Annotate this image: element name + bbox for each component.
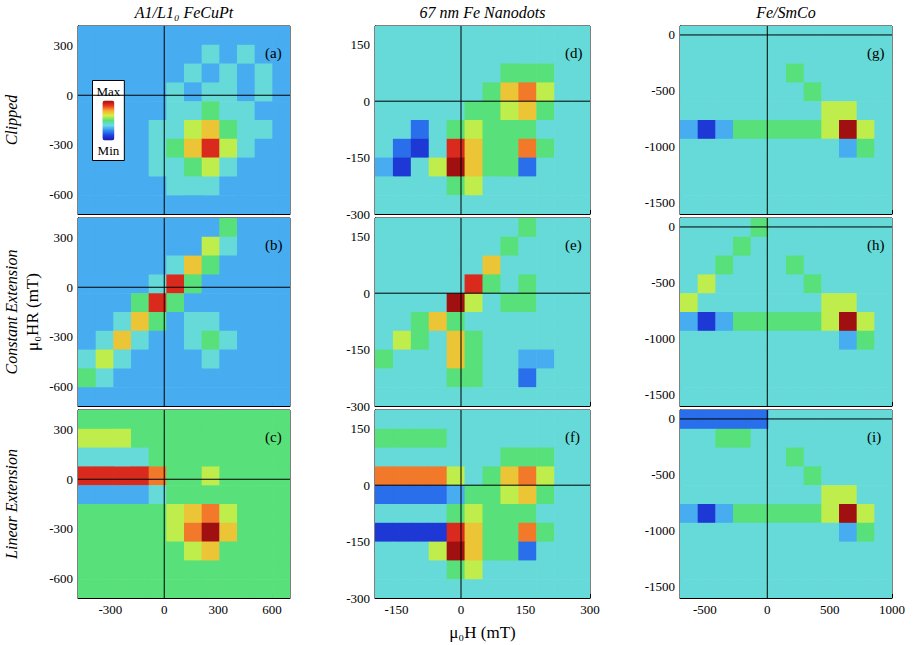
svg-text:(h): (h) xyxy=(867,237,885,254)
svg-text:0: 0 xyxy=(764,602,771,617)
svg-text:Linear Extension: Linear Extension xyxy=(3,449,20,560)
svg-text:-1000: -1000 xyxy=(645,331,675,346)
svg-text:-1500: -1500 xyxy=(645,195,675,210)
svg-text:-500: -500 xyxy=(651,467,675,482)
svg-text:(c): (c) xyxy=(265,429,282,446)
svg-text:300: 300 xyxy=(208,602,228,617)
svg-text:0: 0 xyxy=(458,602,465,617)
svg-text:Clipped: Clipped xyxy=(3,94,21,146)
svg-text:μ₀HR (mT): μ₀HR (mT) xyxy=(23,273,42,351)
svg-text:-300: -300 xyxy=(346,207,370,222)
svg-text:-300: -300 xyxy=(49,329,73,344)
svg-text:μ₀H (mT): μ₀H (mT) xyxy=(449,623,516,642)
svg-text:150: 150 xyxy=(516,602,536,617)
svg-text:(e): (e) xyxy=(565,237,582,254)
svg-text:-600: -600 xyxy=(49,187,73,202)
svg-text:-150: -150 xyxy=(385,602,409,617)
svg-text:-500: -500 xyxy=(651,83,675,98)
svg-text:1000: 1000 xyxy=(879,602,905,617)
svg-text:(a): (a) xyxy=(265,45,282,62)
svg-text:Max: Max xyxy=(96,84,120,99)
svg-text:0: 0 xyxy=(364,94,371,109)
svg-text:0: 0 xyxy=(364,286,371,301)
svg-text:300: 300 xyxy=(54,230,74,245)
svg-text:-1000: -1000 xyxy=(645,139,675,154)
svg-text:500: 500 xyxy=(820,602,840,617)
svg-text:-1500: -1500 xyxy=(645,387,675,402)
svg-text:-500: -500 xyxy=(693,602,717,617)
svg-text:150: 150 xyxy=(351,37,371,52)
svg-text:0: 0 xyxy=(669,27,676,42)
svg-text:(b): (b) xyxy=(265,237,283,254)
svg-text:-1000: -1000 xyxy=(645,523,675,538)
svg-text:0: 0 xyxy=(161,602,168,617)
svg-text:(i): (i) xyxy=(867,429,881,446)
svg-text:300: 300 xyxy=(580,602,600,617)
svg-text:0: 0 xyxy=(67,472,74,487)
svg-text:-300: -300 xyxy=(49,137,73,152)
svg-text:-1500: -1500 xyxy=(645,579,675,594)
svg-text:300: 300 xyxy=(54,38,74,53)
svg-text:0: 0 xyxy=(67,280,74,295)
svg-text:Fe/SmCo: Fe/SmCo xyxy=(755,4,816,21)
svg-text:0: 0 xyxy=(669,411,676,426)
svg-text:-600: -600 xyxy=(49,379,73,394)
svg-text:-300: -300 xyxy=(49,521,73,536)
svg-text:(f): (f) xyxy=(565,429,580,446)
svg-text:0: 0 xyxy=(67,88,74,103)
svg-text:0: 0 xyxy=(364,478,371,493)
svg-text:-150: -150 xyxy=(346,342,370,357)
svg-text:-150: -150 xyxy=(346,150,370,165)
svg-text:Min: Min xyxy=(98,143,120,158)
svg-text:-600: -600 xyxy=(49,571,73,586)
svg-text:150: 150 xyxy=(351,229,371,244)
svg-text:-150: -150 xyxy=(346,534,370,549)
svg-text:(d): (d) xyxy=(565,45,583,62)
svg-text:150: 150 xyxy=(351,421,371,436)
svg-text:Constant Extension: Constant Extension xyxy=(3,250,20,375)
svg-text:A1/L1₀ FeCuPt: A1/L1₀ FeCuPt xyxy=(134,4,234,21)
svg-text:-300: -300 xyxy=(346,591,370,606)
svg-text:-300: -300 xyxy=(98,602,122,617)
svg-text:600: 600 xyxy=(262,602,282,617)
svg-text:0: 0 xyxy=(669,219,676,234)
svg-text:(g): (g) xyxy=(867,45,885,62)
svg-text:67 nm Fe Nanodots: 67 nm Fe Nanodots xyxy=(420,4,546,21)
svg-text:-500: -500 xyxy=(651,275,675,290)
svg-text:300: 300 xyxy=(54,422,74,437)
svg-text:-300: -300 xyxy=(346,399,370,414)
